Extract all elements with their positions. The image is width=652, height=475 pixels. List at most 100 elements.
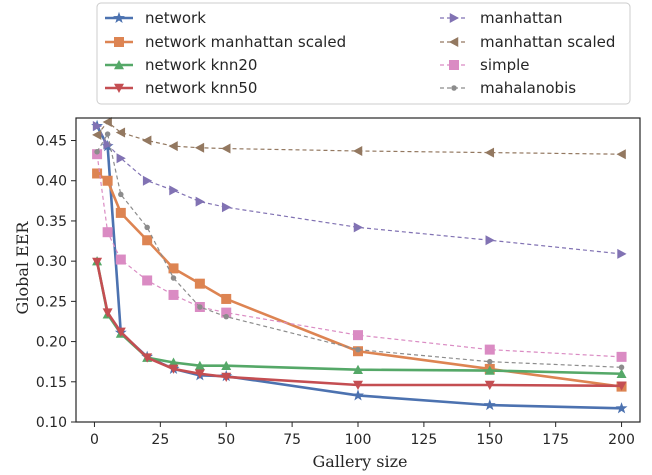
y-tick-label: 0.30 <box>36 254 67 270</box>
data-point-network <box>483 398 496 411</box>
data-point-mahalanobis <box>118 191 124 198</box>
data-point-manhattan-scaled <box>616 149 626 160</box>
data-point-manhattan <box>92 121 103 132</box>
data-point-manhattan <box>195 196 205 207</box>
data-point-manhattan-scaled <box>168 141 178 152</box>
x-tick-label: 25 <box>151 432 169 448</box>
data-point-manhattan <box>221 202 232 213</box>
data-point-mahalanobis <box>94 149 100 155</box>
y-tick-label: 0.20 <box>36 335 67 351</box>
legend-item-network-knn50: network knn50 <box>105 79 257 97</box>
y-tick-label: 0.35 <box>36 214 67 230</box>
data-point-network-manhattan-scaled <box>221 293 232 304</box>
legend-label: mahalanobis <box>480 79 576 97</box>
data-point-manhattan-scaled <box>484 147 495 158</box>
data-point-manhattan <box>353 222 363 233</box>
legend-item-network-manhattan-scaled: network manhattan scaled <box>105 33 346 51</box>
legend-marker <box>449 60 459 70</box>
data-point-network-knn50 <box>102 308 113 318</box>
legend-label: network knn20 <box>145 56 257 74</box>
data-point-network-knn50 <box>194 369 205 379</box>
y-tick-label: 0.45 <box>36 134 67 150</box>
legend-label: manhattan scaled <box>480 33 615 51</box>
data-point-simple <box>102 227 113 238</box>
data-point-network-manhattan-scaled <box>168 263 179 274</box>
y-tick-label: 0.25 <box>36 294 67 310</box>
x-tick-label: 75 <box>283 432 301 448</box>
data-point-network-knn50 <box>92 257 103 267</box>
data-point-manhattan-scaled <box>92 129 102 140</box>
legend-item-network-knn20: network knn20 <box>105 56 257 74</box>
legend-frame <box>96 2 631 105</box>
data-point-network-manhattan-scaled <box>102 175 113 186</box>
legend-item-mahalanobis: mahalanobis <box>440 79 576 97</box>
data-point-mahalanobis <box>618 364 625 371</box>
data-point-simple <box>616 351 627 362</box>
legend-item-manhattan-scaled: manhattan scaled <box>440 33 615 51</box>
data-point-manhattan <box>103 139 113 150</box>
data-point-network-knn50 <box>353 380 363 391</box>
data-point-network-knn50 <box>142 353 153 363</box>
data-point-network-manhattan-scaled <box>142 235 153 246</box>
series-manhattan-scaled <box>92 117 626 160</box>
data-point-network <box>352 389 364 401</box>
data-point-mahalanobis <box>144 224 150 231</box>
x-tick-label: 200 <box>608 432 635 448</box>
y-tick-label: 0.40 <box>36 174 67 190</box>
x-tick-label: 125 <box>411 432 438 448</box>
series-mahalanobis <box>94 131 625 371</box>
data-point-simple <box>168 289 179 300</box>
data-point-network-manhattan-scaled <box>92 168 103 179</box>
legend-item-manhattan: manhattan <box>440 9 562 27</box>
data-point-network <box>615 402 628 414</box>
legend-label: network knn50 <box>145 79 257 97</box>
x-tick-label: 150 <box>476 432 503 448</box>
data-point-manhattan <box>485 235 495 246</box>
data-point-manhattan <box>116 153 126 164</box>
y-tick-label: 0.10 <box>36 415 67 431</box>
legend-marker <box>113 11 125 24</box>
series-line-network-knn50 <box>95 261 622 388</box>
legend-label: simple <box>480 56 530 74</box>
legend-label: manhattan <box>480 9 562 27</box>
data-point-manhattan-scaled <box>102 117 112 128</box>
axes: 0 25 50 75 100 125 150 175 200 0.10 0.15 0.20 0.25 0.… <box>36 117 641 448</box>
data-point-mahalanobis <box>170 275 177 281</box>
legend-marker <box>449 37 459 47</box>
series-line-simple <box>96 154 622 358</box>
data-point-simple <box>221 307 232 318</box>
data-point-network-manhattan-scaled <box>115 207 126 218</box>
data-point-network-knn50 <box>168 364 179 374</box>
series-manhattan <box>92 121 627 259</box>
data-point-network-knn50 <box>115 327 126 337</box>
data-point-mahalanobis <box>104 131 111 137</box>
data-point-manhattan <box>169 185 179 196</box>
legend-marker <box>451 85 457 91</box>
data-point-network-knn20 <box>353 364 363 374</box>
legend-label: network <box>145 9 206 27</box>
plot-frame <box>75 117 641 423</box>
data-point-manhattan-scaled <box>194 142 205 153</box>
x-tick-label: 0 <box>90 432 99 448</box>
x-tick-label: 175 <box>542 432 569 448</box>
x-axis-label: Gallery size <box>312 452 407 471</box>
legend-item-network: network <box>105 9 206 27</box>
y-tick-label: 0.15 <box>36 375 67 391</box>
legend-marker <box>114 60 124 70</box>
legend-marker <box>114 83 124 93</box>
legend: network network manhattan scaled network k… <box>96 2 631 105</box>
legend-label: network manhattan scaled <box>145 33 346 51</box>
data-point-simple <box>353 330 363 341</box>
data-point-network-knn20 <box>194 360 205 370</box>
data-point-network-knn20 <box>168 357 179 367</box>
x-tick-label: 100 <box>345 432 372 448</box>
data-point-network-knn50 <box>616 381 627 391</box>
data-point-mahalanobis <box>197 304 203 310</box>
data-point-network-knn20 <box>616 368 627 378</box>
data-point-mahalanobis <box>223 313 229 320</box>
y-axis-label: Global EER <box>13 221 32 315</box>
data-point-manhattan <box>142 175 153 186</box>
data-point-network-knn20 <box>484 365 495 375</box>
